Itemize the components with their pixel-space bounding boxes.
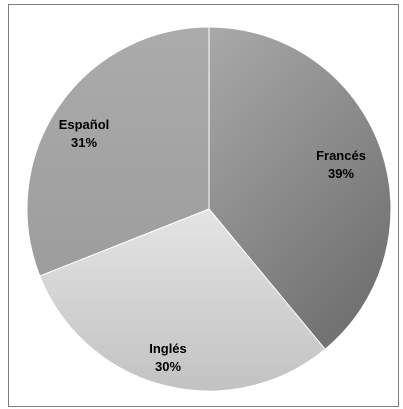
pie-slices bbox=[26, 26, 392, 392]
slice-label-ingles: Inglés bbox=[149, 341, 187, 356]
slice-value-ingles: 30% bbox=[155, 359, 181, 374]
slice-label-frances: Francés bbox=[316, 148, 366, 163]
pie-labels: Francés 39% Inglés 30% Español 31% bbox=[59, 117, 366, 374]
slice-label-espanol: Español bbox=[59, 117, 110, 132]
slice-value-frances: 39% bbox=[328, 166, 354, 181]
slice-value-espanol: 31% bbox=[71, 135, 97, 150]
pie-slice-frances bbox=[208, 26, 392, 350]
pie-slice-espanol bbox=[26, 26, 210, 277]
pie-slice-ingles bbox=[39, 208, 326, 392]
